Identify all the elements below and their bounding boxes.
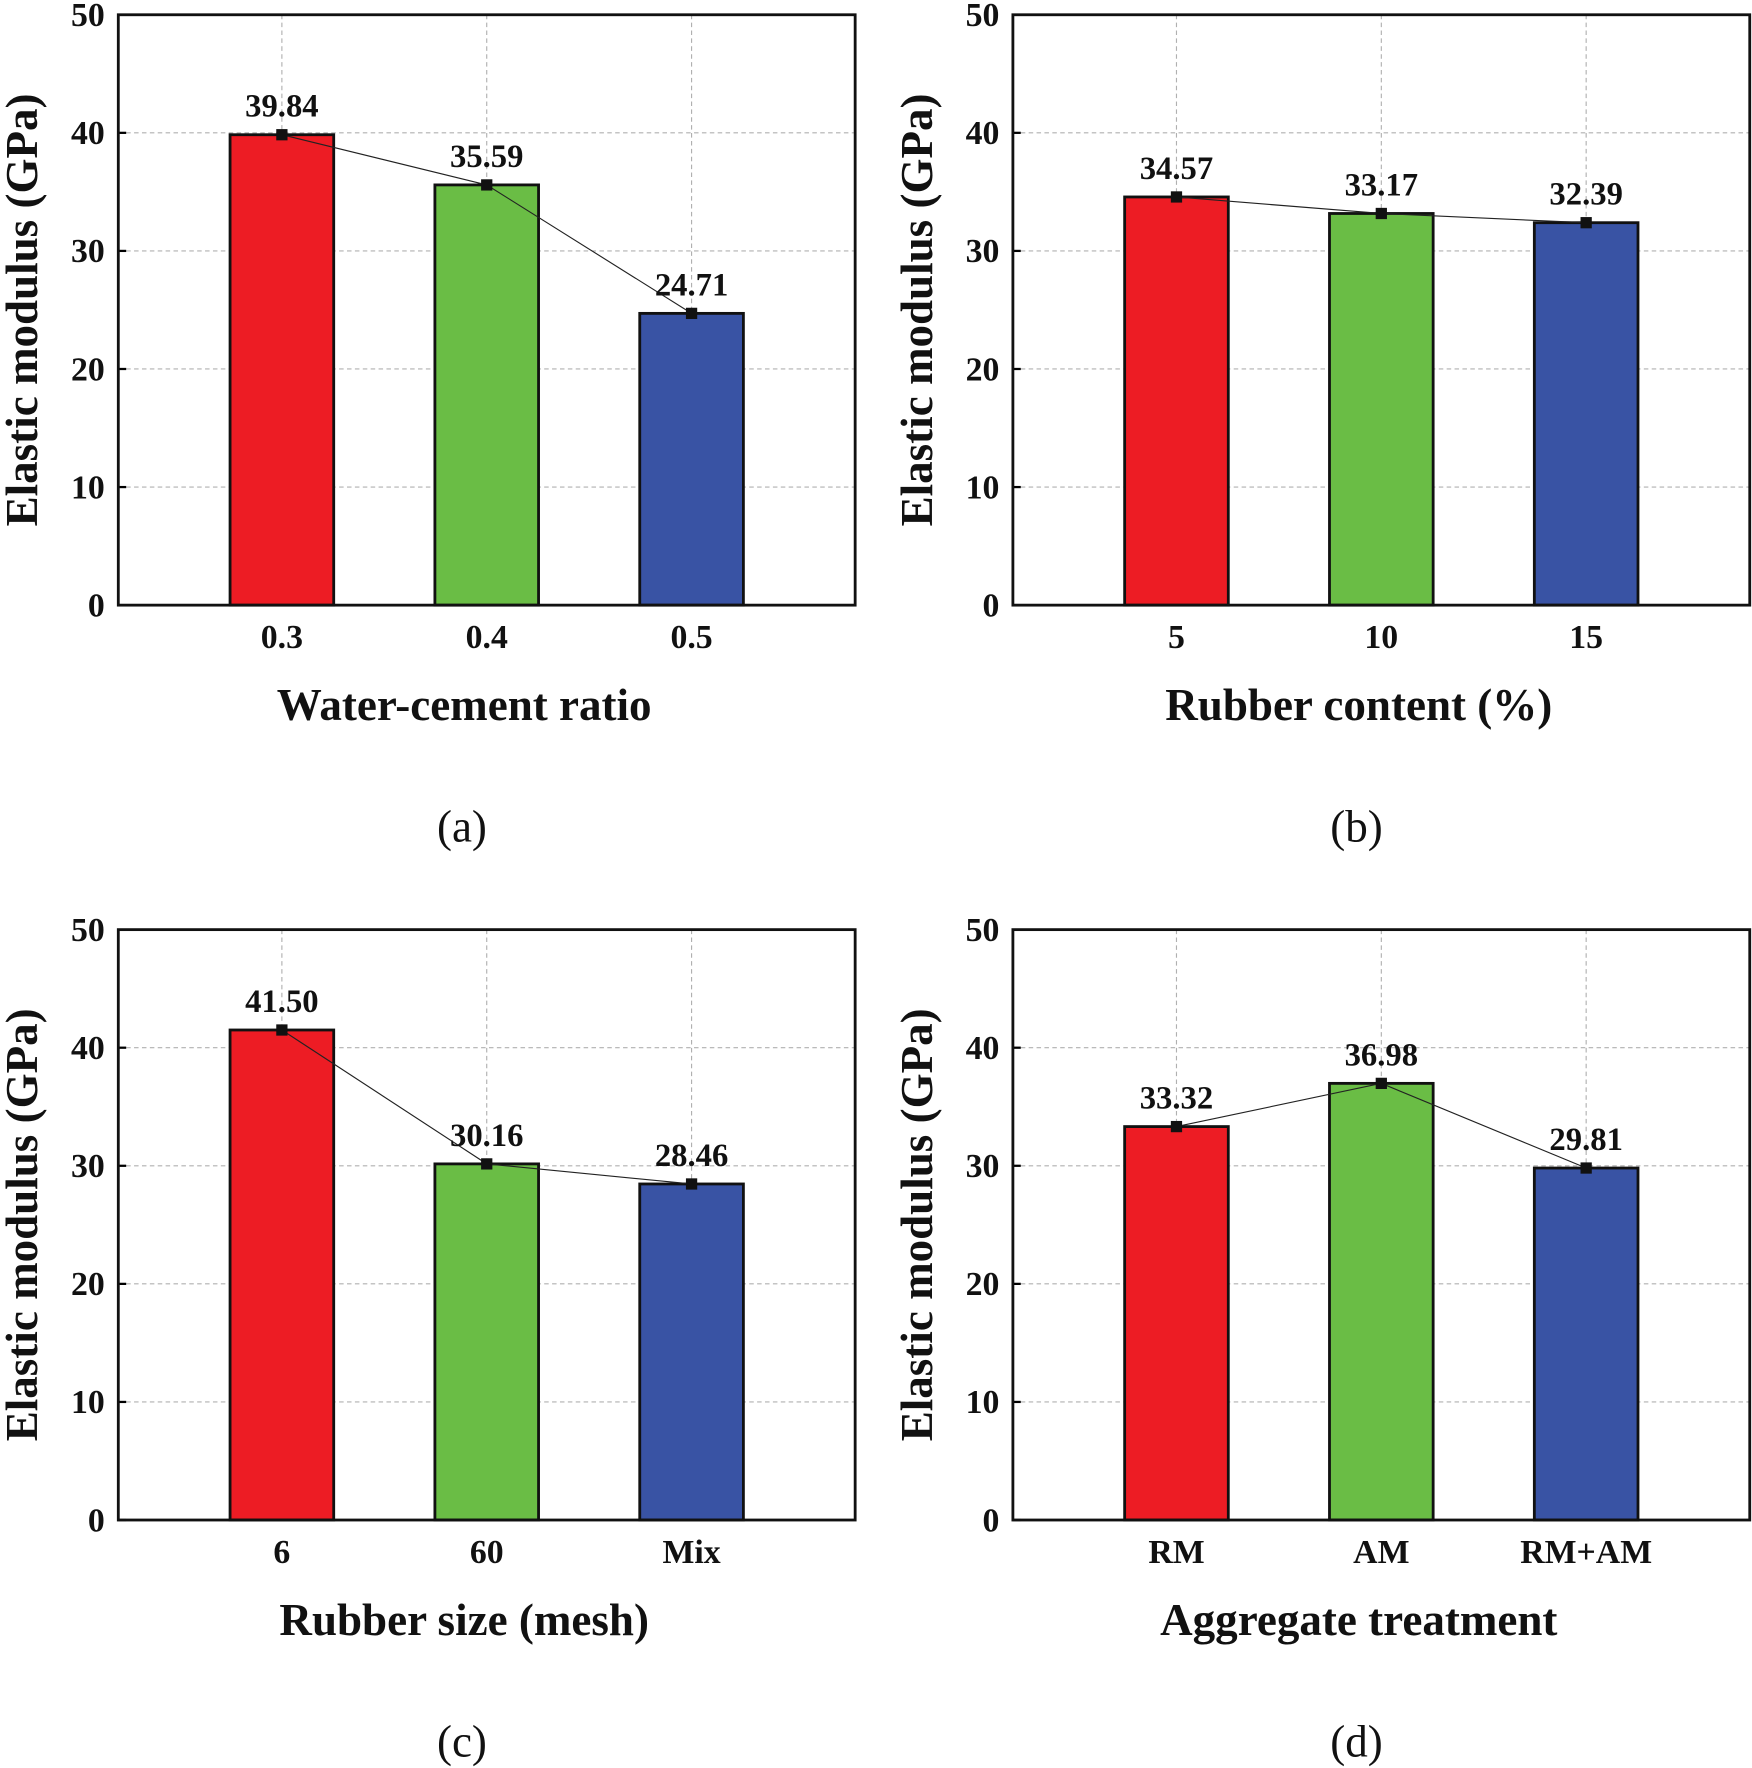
panel-label: (b) — [1330, 802, 1383, 852]
plot-frame — [116, 13, 857, 607]
x-tick-label: 5 — [1168, 619, 1185, 656]
value-label: 39.84 — [245, 89, 318, 125]
chart-panel-a: 0 10 20 30 40 50 39.84 0.3 35.59 0.4 24.71 0.5 Water… — [0, 0, 857, 852]
data-point-marker — [1375, 1077, 1387, 1090]
x-tick-label: RM+AM — [1520, 1534, 1652, 1571]
bar — [1123, 195, 1230, 607]
y-tick-label: 20 — [71, 1266, 105, 1303]
y-tick-label: 50 — [966, 912, 1000, 949]
x-axis-label: Aggregate treatment — [1160, 1595, 1557, 1645]
data-point-marker — [1580, 217, 1592, 229]
x-tick-label: 0.4 — [466, 619, 508, 656]
value-label: 24.71 — [655, 267, 728, 303]
bar — [638, 311, 745, 607]
bar — [1532, 1166, 1640, 1522]
value-label: 28.46 — [655, 1138, 728, 1174]
data-point-marker — [1170, 191, 1183, 203]
bar — [1532, 221, 1640, 607]
data-point-marker — [1580, 1162, 1592, 1174]
y-tick-label: 20 — [966, 1266, 1000, 1303]
panel-label: (d) — [1330, 1717, 1383, 1767]
bar — [433, 183, 540, 607]
y-tick-label: 0 — [982, 587, 999, 624]
x-tick-label: AM — [1353, 1534, 1409, 1571]
panel-label: (a) — [437, 802, 487, 852]
y-tick-label: 50 — [71, 0, 105, 34]
y-tick-label: 20 — [71, 351, 105, 388]
y-tick-label: 50 — [966, 0, 1000, 34]
y-tick-label: 10 — [71, 469, 105, 506]
x-tick-label: 10 — [1364, 619, 1398, 656]
y-tick-label: 10 — [966, 1384, 1000, 1421]
data-point-marker — [481, 1158, 493, 1170]
bar — [1328, 212, 1435, 607]
data-point-marker — [276, 1024, 288, 1036]
bar — [228, 1028, 336, 1522]
value-label: 30.16 — [450, 1118, 523, 1154]
bar — [433, 1162, 540, 1522]
y-tick-label: 40 — [966, 115, 1000, 152]
value-label: 41.50 — [245, 984, 318, 1020]
x-tick-label: 6 — [273, 1534, 290, 1571]
value-label: 29.81 — [1549, 1122, 1622, 1158]
data-point-marker — [685, 1178, 698, 1190]
y-tick-label: 20 — [966, 351, 1000, 388]
y-tick-label: 40 — [966, 1030, 1000, 1067]
y-tick-label: 0 — [982, 1502, 999, 1539]
x-axis-label: Rubber size (mesh) — [279, 1595, 649, 1645]
bar — [1328, 1081, 1435, 1522]
chart-panel-b: 0 10 20 30 40 50 34.57 5 33.17 10 32.39 15 Rubber co… — [892, 0, 1752, 852]
y-tick-label: 30 — [71, 1148, 105, 1185]
data-point-marker — [1375, 207, 1387, 220]
bar — [638, 1182, 745, 1522]
chart-panel-c: 0 10 20 30 40 50 41.50 6 30.16 60 28.46 Mix Rubber s… — [0, 912, 857, 1767]
y-axis-label: Elastic modulus (GPa) — [0, 93, 47, 526]
y-tick-label: 0 — [88, 1502, 105, 1539]
bar — [228, 133, 336, 607]
plot-frame — [1011, 928, 1752, 1522]
x-tick-label: 0.3 — [261, 619, 303, 656]
y-tick-label: 0 — [88, 587, 105, 624]
y-tick-label: 10 — [71, 1384, 105, 1421]
x-tick-label: Mix — [662, 1534, 720, 1571]
y-tick-label: 10 — [966, 469, 1000, 506]
y-axis-label: Elastic modulus (GPa) — [892, 1008, 942, 1441]
y-axis-label: Elastic modulus (GPa) — [0, 1008, 47, 1441]
data-point-marker — [1170, 1120, 1183, 1133]
y-tick-label: 50 — [71, 912, 105, 949]
value-label: 32.39 — [1549, 177, 1622, 213]
plot-frame — [116, 928, 857, 1522]
y-axis-label: Elastic modulus (GPa) — [892, 93, 942, 526]
y-tick-label: 30 — [71, 233, 105, 270]
y-tick-label: 30 — [966, 233, 1000, 270]
x-tick-label: 0.5 — [670, 619, 712, 656]
x-axis-label: Rubber content (%) — [1165, 680, 1552, 730]
panel-label: (c) — [437, 1717, 487, 1767]
chart-panel-d: 0 10 20 30 40 50 33.32 RM 36.98 AM 29.81 RM+AM Aggre… — [892, 912, 1752, 1767]
bar — [1123, 1125, 1230, 1522]
plot-frame — [1011, 13, 1752, 607]
value-label: 33.32 — [1140, 1081, 1213, 1117]
y-tick-label: 30 — [966, 1148, 1000, 1185]
data-point-marker — [276, 129, 288, 141]
value-label: 33.17 — [1345, 167, 1418, 203]
y-tick-label: 40 — [71, 1030, 105, 1067]
data-point-marker — [685, 307, 698, 320]
y-tick-label: 40 — [71, 115, 105, 152]
x-tick-label: 15 — [1569, 619, 1603, 656]
x-tick-label: 60 — [470, 1534, 504, 1571]
value-label: 36.98 — [1345, 1037, 1418, 1073]
value-label: 35.59 — [450, 139, 523, 175]
data-point-marker — [481, 179, 493, 191]
value-label: 34.57 — [1140, 151, 1213, 187]
x-tick-label: RM — [1148, 1534, 1204, 1571]
x-axis-label: Water-cement ratio — [277, 680, 652, 730]
